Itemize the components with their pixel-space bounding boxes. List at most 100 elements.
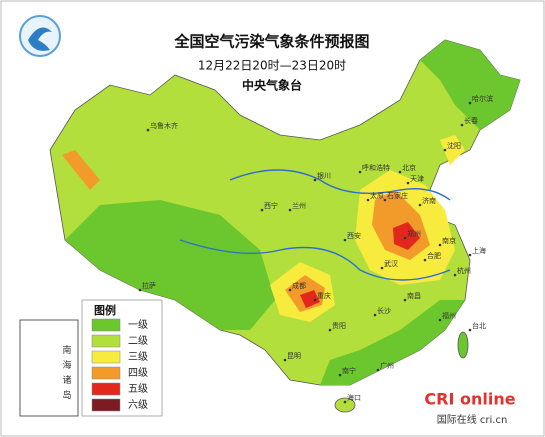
city-dot <box>260 208 264 212</box>
city-label: 南昌 <box>407 291 421 300</box>
city-dot <box>380 266 384 270</box>
city-dot <box>460 123 464 127</box>
city-label: 重庆 <box>317 291 331 300</box>
city-dot <box>288 208 292 212</box>
city-dot <box>406 181 410 185</box>
city-label: 广州 <box>380 361 394 370</box>
city-dot <box>313 298 317 302</box>
city-label: 南京 <box>442 236 456 245</box>
legend-swatch <box>91 382 121 396</box>
zone-level5 <box>393 222 420 250</box>
city-dot <box>328 328 332 332</box>
city-label: 太原 <box>370 191 384 200</box>
city-dot <box>443 148 447 152</box>
city-dot <box>146 128 150 132</box>
city-dot <box>283 358 287 362</box>
city-dot <box>423 258 427 262</box>
city-dot <box>313 178 317 182</box>
zone-level4 <box>62 150 100 190</box>
city-label: 贵阳 <box>332 321 346 330</box>
city-label: 海口 <box>347 393 361 402</box>
city-dot <box>438 318 442 322</box>
logo <box>19 15 61 57</box>
city-label: 西宁 <box>264 201 278 210</box>
legend-label: 一级 <box>128 319 148 331</box>
city-dot <box>376 368 380 372</box>
hainan <box>334 397 356 413</box>
country-base <box>49 39 521 386</box>
zone-level1 <box>320 300 465 385</box>
city-label: 呼和浩特 <box>362 163 390 172</box>
city-label: 昆明 <box>287 352 301 360</box>
issuer: 中央气象台 <box>242 78 302 93</box>
legend-swatch <box>91 366 121 380</box>
legend-label: 五级 <box>128 383 148 395</box>
zone-level5 <box>300 290 320 308</box>
city-dot <box>138 288 142 292</box>
city-dot <box>418 203 422 207</box>
legend-swatch <box>91 350 121 364</box>
city-dot <box>343 238 347 242</box>
city-label: 成都 <box>292 281 306 290</box>
legend-swatch <box>91 318 121 332</box>
zone-level1 <box>65 200 275 330</box>
city-label: 长春 <box>464 116 478 125</box>
river <box>179 239 451 281</box>
legend-label: 二级 <box>128 335 148 347</box>
city-label: 银川 <box>317 171 331 180</box>
city-label: 台北 <box>472 321 486 330</box>
zone-level3 <box>440 135 465 165</box>
city-label: 武汉 <box>384 259 398 268</box>
city-label: 福州 <box>442 311 456 320</box>
river <box>229 169 451 201</box>
zone-level1 <box>420 40 520 130</box>
city-dot <box>343 400 347 404</box>
city-dot <box>288 288 292 292</box>
city-label: 上海 <box>472 246 486 255</box>
city-dot <box>468 328 472 332</box>
city-label: 兰州 <box>292 201 306 210</box>
inset: 南海诸岛 <box>19 319 79 417</box>
city-label: 长沙 <box>377 306 391 315</box>
city-label: 石家庄 <box>387 191 408 200</box>
taiwan <box>457 331 469 359</box>
city-dot <box>383 198 387 202</box>
legend-swatch <box>91 334 121 348</box>
city-label: 郑州 <box>407 230 421 238</box>
legend-title: 图例 <box>94 303 116 317</box>
city-dot <box>453 273 457 277</box>
city-dot <box>398 170 402 174</box>
city-label: 沈阳 <box>447 141 461 150</box>
city-dot <box>468 101 472 105</box>
city-label: 天津 <box>410 175 424 183</box>
period: 12月22日20时—23日20时 <box>198 59 346 73</box>
city-label: 杭州 <box>457 266 471 275</box>
city-dot <box>338 373 342 377</box>
city-label: 南宁 <box>342 366 356 375</box>
legend-label: 六级 <box>128 399 148 411</box>
watermark-brand: CRI online <box>424 390 515 409</box>
map-title: 全国空气污染气象条件预报图 <box>173 33 369 51</box>
city-label: 北京 <box>402 163 416 172</box>
city-label: 济南 <box>422 196 436 205</box>
city-dot <box>438 243 442 247</box>
city-label: 哈尔滨 <box>472 94 493 103</box>
city-label: 乌鲁木齐 <box>150 121 178 130</box>
legend-swatch <box>91 398 121 412</box>
city-dot <box>373 313 377 317</box>
city-label: 合肥 <box>427 251 441 260</box>
watermark-site: 国际在线 cri.cn <box>437 413 508 426</box>
city-dot <box>403 298 407 302</box>
city-label: 西安 <box>347 231 361 240</box>
city-dot <box>403 236 407 240</box>
inset-label: 南海诸岛 <box>61 344 72 405</box>
city-dot <box>358 170 362 174</box>
city-dot <box>468 253 472 257</box>
city-dot <box>366 198 370 202</box>
legend-label: 三级 <box>128 351 148 363</box>
legend-label: 四级 <box>128 367 148 379</box>
city-label: 拉萨 <box>142 281 156 290</box>
